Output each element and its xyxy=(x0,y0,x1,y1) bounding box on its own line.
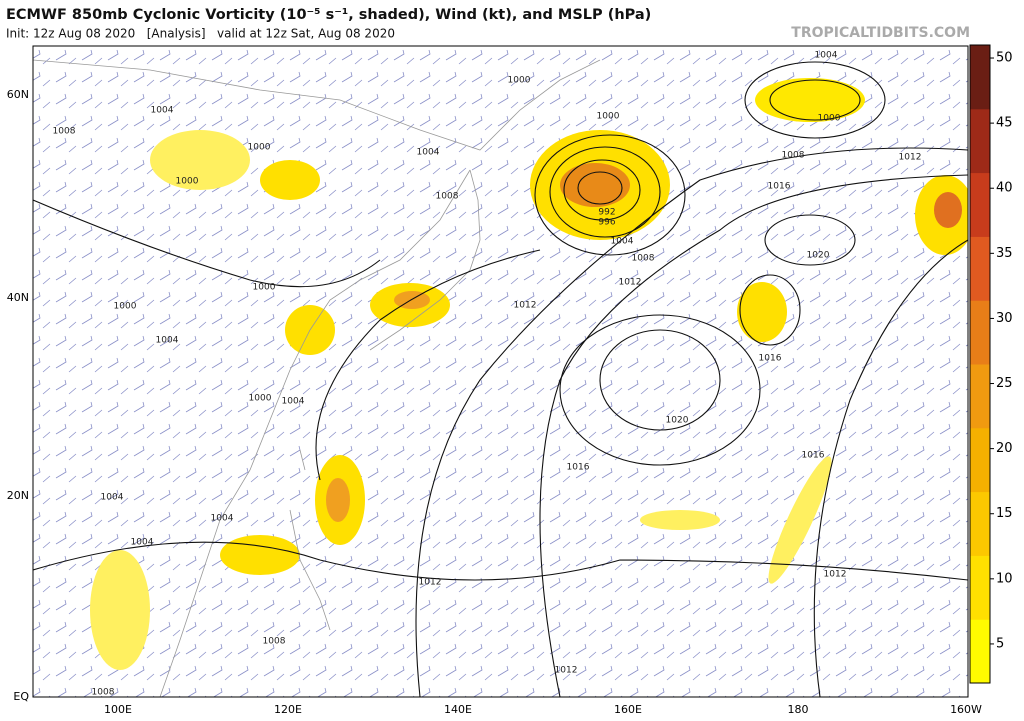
isobar-label: 996 xyxy=(598,218,615,228)
colorbar-band xyxy=(970,364,990,429)
colorbar-band xyxy=(970,172,990,237)
source: TROPICALTIDBITS.COM xyxy=(791,25,970,41)
colorbar-tick-label: 30 xyxy=(996,311,1013,326)
isobar-label: 1012 xyxy=(899,153,922,163)
isobar-label: 1012 xyxy=(419,578,442,588)
colorbar-tick-label: 20 xyxy=(996,441,1013,456)
isobar-label: 1016 xyxy=(802,451,825,461)
colorbar-tick-label: 15 xyxy=(996,506,1013,521)
isobar-label: 1004 xyxy=(611,237,634,247)
isobar-label: 1004 xyxy=(282,397,305,407)
isobar-label: 1012 xyxy=(824,570,847,580)
isobar-label: 1004 xyxy=(156,336,179,346)
longitude-label: 180 xyxy=(788,703,809,716)
latitude-label: EQ xyxy=(13,690,29,703)
isobars xyxy=(33,61,968,697)
isobar-label: 1008 xyxy=(92,688,115,698)
colorbar-tick-label: 50 xyxy=(996,51,1013,66)
isobar-label: 1008 xyxy=(632,254,655,264)
isobar-label: 992 xyxy=(598,208,615,218)
longitude-label: 140E xyxy=(444,703,472,716)
latitude-label: 20N xyxy=(7,489,29,502)
latitude-label: 40N xyxy=(7,291,29,304)
isobar-label: 1008 xyxy=(53,127,76,137)
colorbar-band xyxy=(970,491,990,556)
isobar-label: 1004 xyxy=(815,51,838,61)
isobar-label: 1004 xyxy=(417,148,440,158)
colorbar-band xyxy=(970,236,990,301)
isobar-label: 1000 xyxy=(253,283,276,293)
isobar-label: 1008 xyxy=(436,192,459,202)
isobar-label: 1012 xyxy=(555,666,578,676)
colorbar-tick-label: 45 xyxy=(996,116,1013,131)
title: ECMWF 850mb Cyclonic Vorticity (10⁻⁵ s⁻¹… xyxy=(6,7,651,23)
isobar-label: 1004 xyxy=(101,493,124,503)
latitude-label: 60N xyxy=(7,88,29,101)
colorbar-tick-label: 40 xyxy=(996,181,1013,196)
isobar-label: 1000 xyxy=(176,177,199,187)
colorbar-band xyxy=(970,300,990,365)
colorbar-band xyxy=(970,108,990,174)
isobar-label: 1008 xyxy=(782,151,805,161)
isobar-label: 1020 xyxy=(807,251,830,261)
colorbar-band xyxy=(970,555,990,620)
colorbar-band xyxy=(970,619,990,684)
isobar-label: 1000 xyxy=(248,143,271,153)
colorbar-band xyxy=(970,427,990,493)
longitude-label: 100E xyxy=(104,703,132,716)
map-frame xyxy=(32,45,969,698)
map-area xyxy=(33,46,968,697)
colorbar-tick-label: 10 xyxy=(996,571,1013,586)
colorbar-band xyxy=(970,45,990,110)
isobar-label: 1020 xyxy=(666,416,689,426)
longitude-label: 160W xyxy=(950,703,982,716)
longitude-label: 160E xyxy=(614,703,642,716)
colorbar-frame xyxy=(969,44,991,684)
coastlines xyxy=(33,59,601,697)
isobar-label: 1016 xyxy=(567,463,590,473)
colorbar-tick-label: 5 xyxy=(996,636,1004,651)
isobar-label: 1016 xyxy=(768,182,791,192)
isobar-label: 1000 xyxy=(114,302,137,312)
isobar-label: 1012 xyxy=(514,301,537,311)
isobar-label: 1000 xyxy=(597,112,620,122)
isobar-label: 1000 xyxy=(818,114,841,124)
colorbar-tick-label: 25 xyxy=(996,376,1013,391)
isobar-label: 1016 xyxy=(759,354,782,364)
isobar-label: 1012 xyxy=(619,278,642,288)
isobar-label: 1004 xyxy=(131,538,154,548)
subtitle: Init: 12z Aug 08 2020 [Analysis] valid a… xyxy=(6,27,395,41)
isobar-label: 1000 xyxy=(249,394,272,404)
longitude-label: 120E xyxy=(274,703,302,716)
isobar-label: 1004 xyxy=(151,106,174,116)
isobar-label: 1000 xyxy=(508,76,531,86)
isobar-label: 1008 xyxy=(263,637,286,647)
isobar-label: 1004 xyxy=(211,514,234,524)
colorbar-tick-label: 35 xyxy=(996,246,1013,261)
